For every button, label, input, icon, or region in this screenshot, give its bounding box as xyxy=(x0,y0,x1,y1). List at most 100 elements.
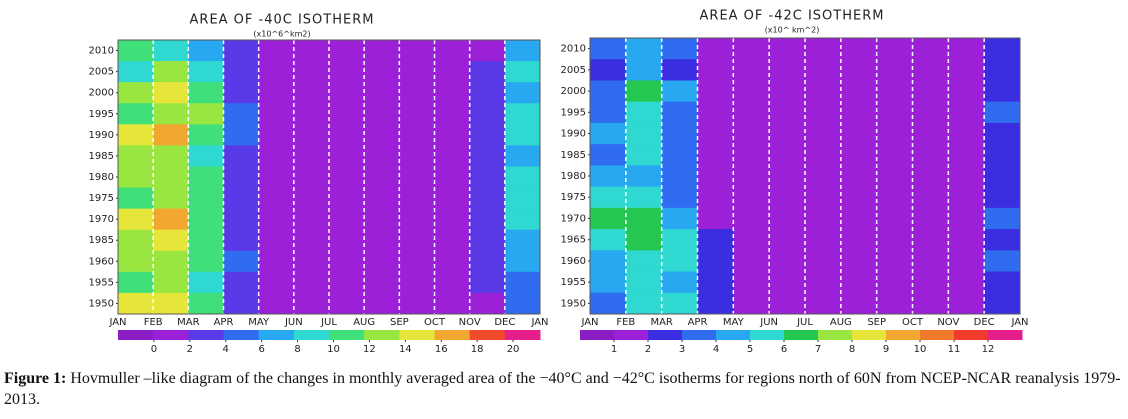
heat-cell xyxy=(984,80,1021,103)
heat-cell xyxy=(223,61,260,83)
heat-cell xyxy=(118,145,154,167)
heat-cell xyxy=(876,144,913,166)
heat-cell xyxy=(329,166,365,189)
heat-cell xyxy=(590,250,627,273)
colorbar-swatch xyxy=(434,330,471,340)
colorbar-swatch xyxy=(364,330,400,340)
heat-cell xyxy=(733,207,770,230)
heat-cell xyxy=(434,103,471,125)
heat-cell xyxy=(153,292,189,315)
heat-cell xyxy=(948,250,985,273)
chart-title: AREA OF -40C ISOTHERM xyxy=(190,13,375,28)
heat-cell xyxy=(625,38,663,60)
heat-cell xyxy=(118,250,154,273)
figure: AREA OF -40C ISOTHERM(x10^6^km2)20102005… xyxy=(89,9,1029,356)
colorbar-swatch xyxy=(118,330,154,340)
heat-cell xyxy=(364,271,400,294)
heat-cell xyxy=(590,207,627,230)
y-tick-label: 2000 xyxy=(561,86,586,97)
y-tick-label: 1960 xyxy=(561,256,586,267)
y-tick-label: 2010 xyxy=(89,46,114,57)
heat-cell xyxy=(876,271,913,294)
heat-cell xyxy=(769,271,806,294)
heat-cell xyxy=(912,165,949,188)
heat-cell xyxy=(805,101,842,124)
heat-cell xyxy=(153,61,189,83)
colorbar-swatch xyxy=(716,330,751,340)
heat-cell xyxy=(912,38,949,60)
heat-cell xyxy=(293,82,330,104)
heat-cell xyxy=(293,208,330,231)
heat-cell xyxy=(329,145,365,167)
heat-cell xyxy=(329,124,365,146)
heat-cell xyxy=(984,271,1021,294)
colorbar-swatch xyxy=(153,330,189,340)
heat-cell xyxy=(434,40,471,62)
heat-cell xyxy=(399,229,435,252)
heat-cell xyxy=(769,80,806,103)
heat-cell xyxy=(769,207,806,230)
y-tick-label: 2000 xyxy=(89,88,114,99)
heat-cell xyxy=(504,40,541,62)
heat-cell xyxy=(223,40,260,62)
heat-cell xyxy=(625,292,663,315)
y-tick-label: 1970 xyxy=(561,213,586,224)
x-tick-label: AUG xyxy=(830,317,852,328)
heat-cell xyxy=(399,271,435,294)
heat-cell xyxy=(590,101,627,124)
colorbar-swatch xyxy=(818,330,853,340)
heat-cell xyxy=(912,250,949,273)
heat-cell xyxy=(364,229,400,252)
heat-cell xyxy=(625,229,663,251)
heat-cell xyxy=(504,187,541,210)
x-tick-label: SEP xyxy=(390,317,409,328)
y-tick-label: 1970 xyxy=(89,214,114,225)
heat-cell xyxy=(948,271,985,294)
heat-cell xyxy=(399,103,435,125)
heat-cell xyxy=(118,208,154,231)
heat-cell xyxy=(840,80,878,103)
heat-cell xyxy=(399,250,435,273)
heat-cell xyxy=(258,61,295,83)
plot-frame xyxy=(589,37,1021,315)
heat-cell xyxy=(590,271,627,294)
heat-cell xyxy=(118,187,154,210)
heat-cell xyxy=(434,187,471,210)
heat-cell xyxy=(733,271,770,294)
heat-cell xyxy=(188,103,224,125)
colorbar-label: 9 xyxy=(883,344,889,355)
heat-cell xyxy=(469,292,506,315)
heat-cell xyxy=(876,80,913,103)
heat-cell xyxy=(948,122,985,145)
heat-cell xyxy=(188,145,224,167)
colorbar-swatch xyxy=(293,330,330,340)
y-tick-label: 1985 xyxy=(89,151,114,162)
heat-cell xyxy=(805,122,842,145)
heat-cell xyxy=(469,271,506,294)
heat-cell xyxy=(188,229,224,252)
heat-cell xyxy=(188,82,224,104)
y-tick-label: 1960 xyxy=(89,256,114,267)
colorbar-swatch xyxy=(504,330,541,340)
heat-cell xyxy=(625,101,663,124)
heat-cell xyxy=(805,250,842,273)
heat-cell xyxy=(697,101,734,124)
colorbar-swatch xyxy=(223,330,260,340)
heat-cell xyxy=(188,292,224,315)
heat-cell xyxy=(697,292,734,315)
heat-cell xyxy=(329,271,365,294)
heat-cell xyxy=(661,186,698,209)
x-tick-label: MAY xyxy=(723,317,745,328)
heat-cell xyxy=(223,292,260,315)
heat-cell xyxy=(153,103,189,125)
y-tick-label: 1980 xyxy=(89,172,114,183)
colorbar-swatch xyxy=(682,330,717,340)
heat-cell xyxy=(769,144,806,166)
heat-cell xyxy=(293,145,330,167)
heat-cell xyxy=(840,122,878,145)
heat-cell xyxy=(661,122,698,145)
heat-cell xyxy=(769,59,806,81)
heat-cell xyxy=(258,250,295,273)
heat-cell xyxy=(625,80,663,103)
heat-cell xyxy=(590,229,627,251)
